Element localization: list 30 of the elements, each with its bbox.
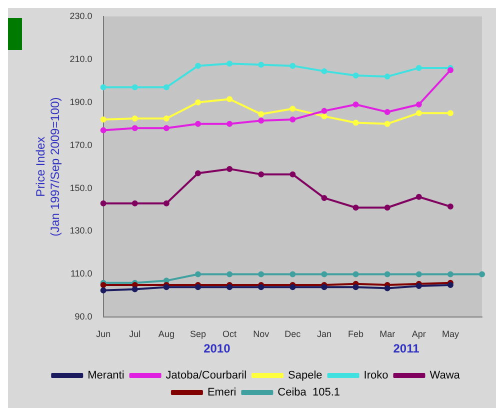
text: 2010 bbox=[204, 342, 231, 356]
y-tick-label: 90.0 bbox=[74, 312, 92, 322]
legend-label: Emeri bbox=[207, 386, 236, 399]
y-tick-label: 130.0 bbox=[70, 226, 92, 236]
legend-label: Iroko bbox=[364, 370, 388, 382]
x-tick-label: Dec bbox=[284, 329, 302, 340]
legend-label: Sapele bbox=[288, 370, 322, 382]
y-tick-label: 230.0 bbox=[70, 10, 92, 21]
x-tick-label: Jun bbox=[96, 329, 111, 340]
x-tick-label: Sep bbox=[190, 329, 206, 340]
x-tick-label: May bbox=[442, 329, 460, 340]
legend-label: Wawa bbox=[430, 370, 461, 382]
text: 2011 bbox=[393, 342, 420, 356]
legend-label: Ceiba 105.1 bbox=[278, 386, 340, 399]
x-tick-label: Nov bbox=[253, 329, 270, 340]
x-tick-label: Mar bbox=[380, 329, 396, 340]
x-tick-label: Feb bbox=[348, 329, 364, 340]
y-tick-label: 110.0 bbox=[70, 268, 92, 279]
y-axis-title: Price Index (Jan 1997/Sep 2009=100) bbox=[34, 97, 62, 236]
y-tick-label: 170.0 bbox=[70, 140, 92, 150]
x-tick-label: Aug bbox=[158, 329, 174, 340]
x-tick-label: Oct bbox=[222, 329, 238, 340]
legend-label: Jatoba/Courbaril bbox=[166, 370, 247, 382]
y-tick-label: 150.0 bbox=[70, 182, 92, 193]
x-tick-label: Jul bbox=[129, 329, 141, 340]
y-tick-label: 210.0 bbox=[70, 54, 92, 64]
y-tick-label: 190.0 bbox=[70, 96, 92, 107]
x-tick-label: Apr bbox=[412, 329, 426, 340]
x-tick-label: Jan bbox=[316, 329, 332, 340]
legend-label: Meranti bbox=[88, 370, 124, 382]
